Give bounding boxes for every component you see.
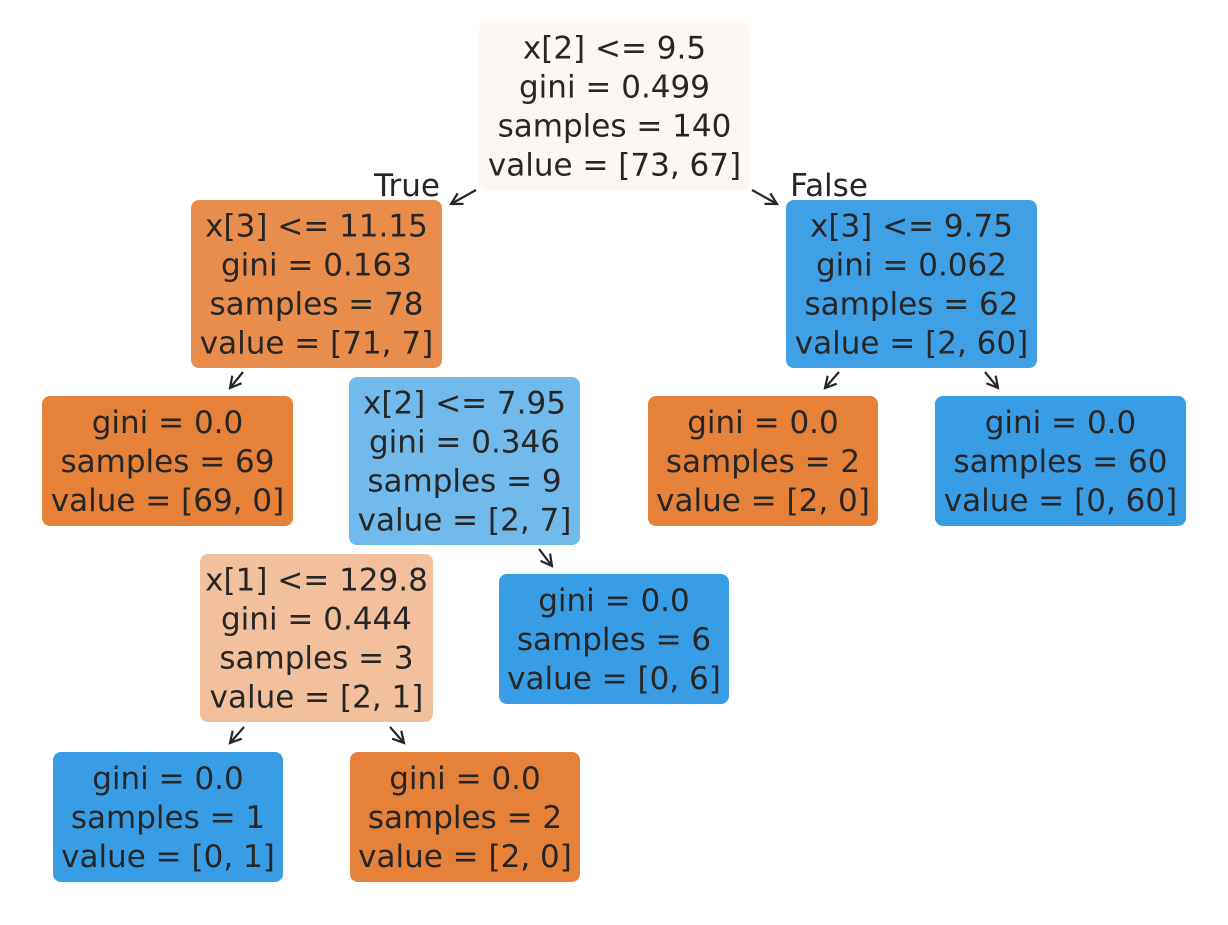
node-box [42, 396, 293, 526]
edge-label-false: False [790, 168, 868, 204]
node-box [191, 200, 442, 368]
node-text-line: x[3] <= 9.75 [810, 208, 1013, 244]
node-text-line: samples = 6 [517, 622, 711, 658]
node-box [499, 574, 729, 704]
node-box [786, 200, 1037, 368]
edge-arrow-n0-n8 [751, 189, 777, 204]
node-box [648, 396, 878, 526]
edge-arrow-n1-n2 [230, 371, 244, 388]
node-text-line: gini = 0.0 [687, 405, 839, 441]
node-text-line: value = [0, 1] [61, 839, 275, 875]
node-text-line: gini = 0.0 [538, 583, 690, 619]
edge-arrow-n4-n6 [389, 726, 404, 743]
node-text-line: value = [2, 0] [358, 839, 572, 875]
node-text-line: samples = 2 [666, 444, 860, 480]
node-text-line: gini = 0.0 [92, 405, 244, 441]
node-text-line: value = [2, 7] [358, 502, 572, 538]
node-box [349, 377, 580, 545]
node-text-line: gini = 0.0 [985, 405, 1137, 441]
node-text-line: value = [2, 1] [210, 679, 424, 715]
edge-label-true: True [373, 168, 440, 204]
node-text-line: value = [0, 6] [507, 661, 721, 697]
edge-arrow-n3-n7 [538, 548, 552, 566]
node-text-line: samples = 69 [61, 444, 275, 480]
node-text-line: value = [0, 60] [944, 483, 1177, 519]
node-text-line: value = [71, 7] [200, 325, 433, 361]
node-text-line: x[2] <= 9.5 [523, 30, 706, 66]
node-box [479, 22, 750, 190]
edge-arrow-n4-n5 [230, 726, 245, 743]
node-text-line: gini = 0.0 [92, 761, 244, 797]
node-text-line: gini = 0.062 [816, 247, 1007, 283]
node-text-line: samples = 1 [71, 800, 265, 836]
node-text-line: gini = 0.0 [389, 761, 541, 797]
node-box [53, 752, 283, 882]
node-text-line: samples = 60 [954, 444, 1168, 480]
node-text-line: gini = 0.444 [221, 601, 412, 637]
edge-arrow-n0-n1 [451, 189, 477, 204]
node-text-line: samples = 2 [368, 800, 562, 836]
node-text-line: x[3] <= 11.15 [205, 208, 428, 244]
node-text-line: gini = 0.163 [221, 247, 412, 283]
node-text-line: samples = 140 [498, 108, 732, 144]
edge-arrow-n8-n10 [984, 371, 998, 388]
node-text-line: samples = 78 [210, 286, 424, 322]
node-text-line: samples = 62 [805, 286, 1019, 322]
node-text-line: x[1] <= 129.8 [205, 562, 428, 598]
node-text-line: x[2] <= 7.95 [363, 385, 566, 421]
edges-layer [230, 189, 998, 743]
node-text-line: gini = 0.346 [369, 424, 560, 460]
node-text-line: value = [73, 67] [488, 147, 741, 183]
node-box [935, 396, 1186, 526]
node-text-line: samples = 9 [367, 463, 561, 499]
node-box [350, 752, 580, 882]
node-text-line: samples = 3 [219, 640, 413, 676]
node-text-line: gini = 0.499 [519, 69, 710, 105]
edge-arrow-n8-n9 [825, 371, 840, 388]
node-text-line: value = [69, 0] [51, 483, 284, 519]
node-box [200, 554, 433, 722]
node-text-line: value = [2, 60] [795, 325, 1028, 361]
node-text-line: value = [2, 0] [656, 483, 870, 519]
